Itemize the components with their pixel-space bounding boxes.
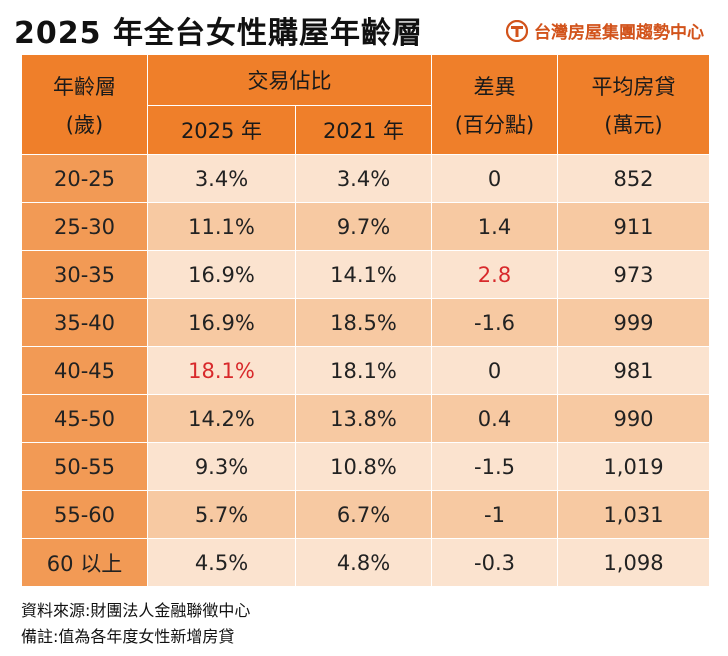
cell-diff: -0.3	[431, 538, 558, 587]
table-row: 60 以上 4.5% 4.8% -0.3 1,098	[21, 538, 710, 587]
cell-age: 30-35	[21, 250, 148, 299]
cell-diff: 1.4	[431, 202, 558, 251]
cell-age: 45-50	[21, 394, 148, 443]
header-age-line2: (歲)	[65, 112, 104, 137]
brand-name: 台灣房屋集團趨勢中心	[534, 23, 704, 43]
age-distribution-table: 年齡層 (歲) 交易佔比 差異 (百分點) 平均房貸 (萬元) 2025 年 2…	[21, 54, 710, 587]
header-diff-line1: 差異	[473, 74, 516, 99]
table-row: 30-35 16.9% 14.1% 2.8 973	[21, 250, 710, 299]
table-row: 20-25 3.4% 3.4% 0 852	[21, 154, 710, 203]
page-title: 2025 年全台女性購屋年齡層	[14, 16, 423, 51]
cell-share-2021: 3.4%	[295, 154, 432, 203]
cell-loan: 981	[557, 346, 710, 395]
cell-share-2021: 9.7%	[295, 202, 432, 251]
header-age: 年齡層 (歲)	[21, 54, 148, 155]
header-loan: 平均房貸 (萬元)	[557, 54, 710, 155]
cell-loan: 852	[557, 154, 710, 203]
cell-share-2025-highlight: 18.1%	[147, 346, 296, 395]
cell-share-2025: 16.9%	[147, 298, 296, 347]
cell-share-2025: 11.1%	[147, 202, 296, 251]
cell-loan: 1,019	[557, 442, 710, 491]
taiwan-realty-logo-icon	[506, 19, 528, 42]
cell-share-2025: 9.3%	[147, 442, 296, 491]
header-diff: 差異 (百分點)	[431, 54, 558, 155]
cell-loan: 911	[557, 202, 710, 251]
cell-age: 35-40	[21, 298, 148, 347]
cell-diff: -1.5	[431, 442, 558, 491]
table-row: 55-60 5.7% 6.7% -1 1,031	[21, 490, 710, 539]
cell-loan: 999	[557, 298, 710, 347]
cell-diff: 0	[431, 154, 558, 203]
cell-share-2021: 10.8%	[295, 442, 432, 491]
cell-age: 40-45	[21, 346, 148, 395]
table-row: 50-55 9.3% 10.8% -1.5 1,019	[21, 442, 710, 491]
header-loan-line2: (萬元)	[604, 112, 663, 137]
cell-loan: 1,098	[557, 538, 710, 587]
cell-age: 20-25	[21, 154, 148, 203]
table-row: 40-45 18.1% 18.1% 0 981	[21, 346, 710, 395]
header-year-2021: 2021 年	[295, 105, 432, 155]
header-diff-line2: (百分點)	[454, 112, 535, 137]
cell-age: 60 以上	[21, 538, 148, 587]
brand-logo: 台灣房屋集團趨勢中心	[506, 18, 704, 43]
cell-share-2025: 14.2%	[147, 394, 296, 443]
cell-share-2025: 4.5%	[147, 538, 296, 587]
cell-diff: -1.6	[431, 298, 558, 347]
cell-age: 50-55	[21, 442, 148, 491]
table-row: 25-30 11.1% 9.7% 1.4 911	[21, 202, 710, 251]
cell-diff: 0	[431, 346, 558, 395]
cell-share-2021: 6.7%	[295, 490, 432, 539]
cell-share-2021: 13.8%	[295, 394, 432, 443]
cell-loan: 990	[557, 394, 710, 443]
header-loan-line1: 平均房貸	[591, 74, 676, 99]
cell-diff: -1	[431, 490, 558, 539]
footnotes: 資料來源:財團法人金融聯徵中心 備註:值為各年度女性新增房貸	[21, 598, 250, 650]
cell-diff-highlight: 2.8	[431, 250, 558, 299]
header-year-2025: 2025 年	[147, 105, 296, 155]
cell-share-2021: 14.1%	[295, 250, 432, 299]
table-row: 45-50 14.2% 13.8% 0.4 990	[21, 394, 710, 443]
cell-age: 25-30	[21, 202, 148, 251]
cell-diff: 0.4	[431, 394, 558, 443]
table-row: 35-40 16.9% 18.5% -1.6 999	[21, 298, 710, 347]
cell-age: 55-60	[21, 490, 148, 539]
source-note: 資料來源:財團法人金融聯徵中心	[21, 601, 251, 620]
header-age-line1: 年齡層	[53, 74, 116, 99]
cell-share-2025: 5.7%	[147, 490, 296, 539]
header-share-group: 交易佔比	[147, 54, 432, 106]
cell-share-2021: 18.5%	[295, 298, 432, 347]
cell-share-2025: 16.9%	[147, 250, 296, 299]
cell-share-2021: 18.1%	[295, 346, 432, 395]
cell-share-2021: 4.8%	[295, 538, 432, 587]
cell-loan: 1,031	[557, 490, 710, 539]
cell-share-2025: 3.4%	[147, 154, 296, 203]
cell-loan: 973	[557, 250, 710, 299]
remark-note: 備註:值為各年度女性新增房貸	[21, 627, 235, 646]
